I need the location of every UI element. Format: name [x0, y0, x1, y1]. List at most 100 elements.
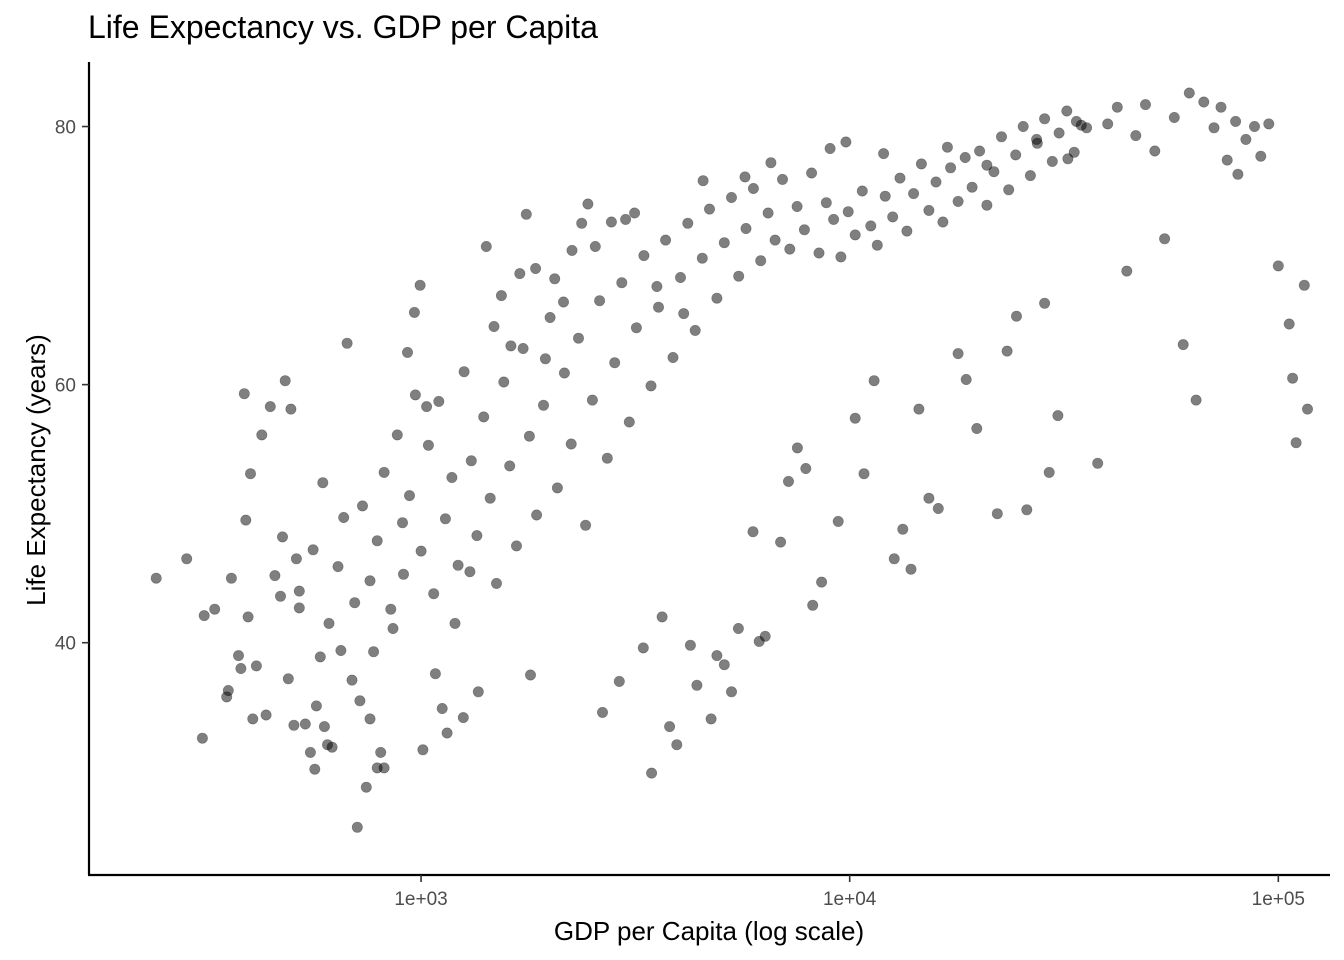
data-point	[242, 611, 254, 623]
data-point	[465, 455, 477, 467]
data-point	[664, 721, 676, 733]
chart-title: Life Expectancy vs. GDP per Capita	[88, 9, 598, 45]
data-point	[718, 237, 730, 249]
data-point	[856, 185, 868, 197]
data-point	[800, 462, 812, 474]
data-point	[941, 141, 953, 153]
data-point	[646, 767, 658, 779]
data-point	[269, 570, 281, 582]
data-point	[436, 702, 448, 714]
data-point	[765, 157, 777, 169]
data-point	[725, 192, 737, 204]
data-point	[740, 223, 752, 235]
data-point	[514, 268, 526, 280]
data-point	[551, 482, 563, 494]
data-point	[290, 553, 302, 565]
data-point	[775, 536, 787, 548]
data-point	[1298, 279, 1310, 291]
data-point	[299, 718, 311, 730]
data-point	[539, 353, 551, 365]
data-point	[279, 375, 291, 387]
data-point	[364, 575, 376, 587]
data-point	[1001, 345, 1013, 357]
data-point	[637, 642, 649, 654]
x-tick-label: 1e+05	[1252, 889, 1305, 910]
data-point	[464, 566, 476, 578]
data-point	[417, 744, 429, 756]
data-point	[480, 241, 492, 253]
data-point	[913, 403, 925, 415]
data-point	[991, 508, 1003, 520]
data-point	[429, 668, 441, 680]
data-point	[1230, 115, 1242, 127]
data-point	[484, 492, 496, 504]
data-point	[828, 213, 840, 225]
data-point	[981, 199, 993, 211]
data-point	[282, 673, 294, 685]
data-point	[747, 183, 759, 195]
data-point	[660, 234, 672, 246]
data-point	[457, 712, 469, 724]
data-point	[338, 511, 350, 523]
y-axis-label: Life Expectancy (years)	[21, 334, 51, 606]
data-point	[428, 588, 440, 600]
data-point	[409, 389, 421, 401]
data-point	[441, 727, 453, 739]
data-point	[840, 136, 852, 148]
data-point	[858, 468, 870, 480]
data-point	[318, 721, 330, 733]
data-point	[1068, 146, 1080, 158]
data-point	[849, 412, 861, 424]
data-point	[1043, 466, 1055, 478]
data-point	[530, 262, 542, 274]
data-point	[1092, 457, 1104, 469]
y-ticks: 40 60 80	[55, 118, 89, 655]
data-point	[1168, 112, 1180, 124]
data-point	[605, 216, 617, 228]
data-point	[1283, 318, 1295, 330]
data-point	[689, 324, 701, 336]
data-point	[472, 686, 484, 698]
data-point	[285, 403, 297, 415]
data-point	[1221, 154, 1233, 166]
data-point	[408, 306, 420, 318]
data-point	[544, 311, 556, 323]
data-point	[326, 741, 338, 753]
data-point	[887, 211, 899, 223]
data-point	[791, 442, 803, 454]
data-point	[531, 509, 543, 521]
data-point	[293, 585, 305, 597]
data-point	[439, 513, 451, 525]
data-point	[1039, 113, 1051, 125]
data-point	[1232, 168, 1244, 180]
data-point	[351, 821, 363, 833]
data-point	[335, 644, 347, 656]
data-point	[314, 651, 326, 663]
data-point	[691, 679, 703, 691]
data-point	[630, 322, 642, 334]
data-point	[932, 502, 944, 514]
data-point	[209, 603, 221, 615]
data-point	[888, 553, 900, 565]
data-point	[317, 477, 329, 489]
data-point	[1046, 155, 1058, 167]
data-point	[798, 224, 810, 236]
data-point	[1010, 310, 1022, 322]
data-point	[1039, 297, 1051, 309]
data-point	[1102, 118, 1114, 130]
data-point	[517, 342, 529, 354]
data-point	[684, 639, 696, 651]
x-tick-label: 1e+03	[394, 889, 447, 910]
data-point	[415, 545, 427, 557]
data-point	[245, 468, 257, 480]
data-point	[1003, 184, 1015, 196]
data-point	[674, 271, 686, 283]
data-point	[616, 277, 628, 289]
data-point	[1121, 265, 1133, 277]
y-tick-label: 60	[55, 376, 76, 397]
data-point	[1240, 133, 1252, 145]
data-point	[235, 662, 247, 674]
data-point	[1075, 119, 1087, 131]
data-point	[391, 429, 403, 441]
data-point	[776, 173, 788, 185]
